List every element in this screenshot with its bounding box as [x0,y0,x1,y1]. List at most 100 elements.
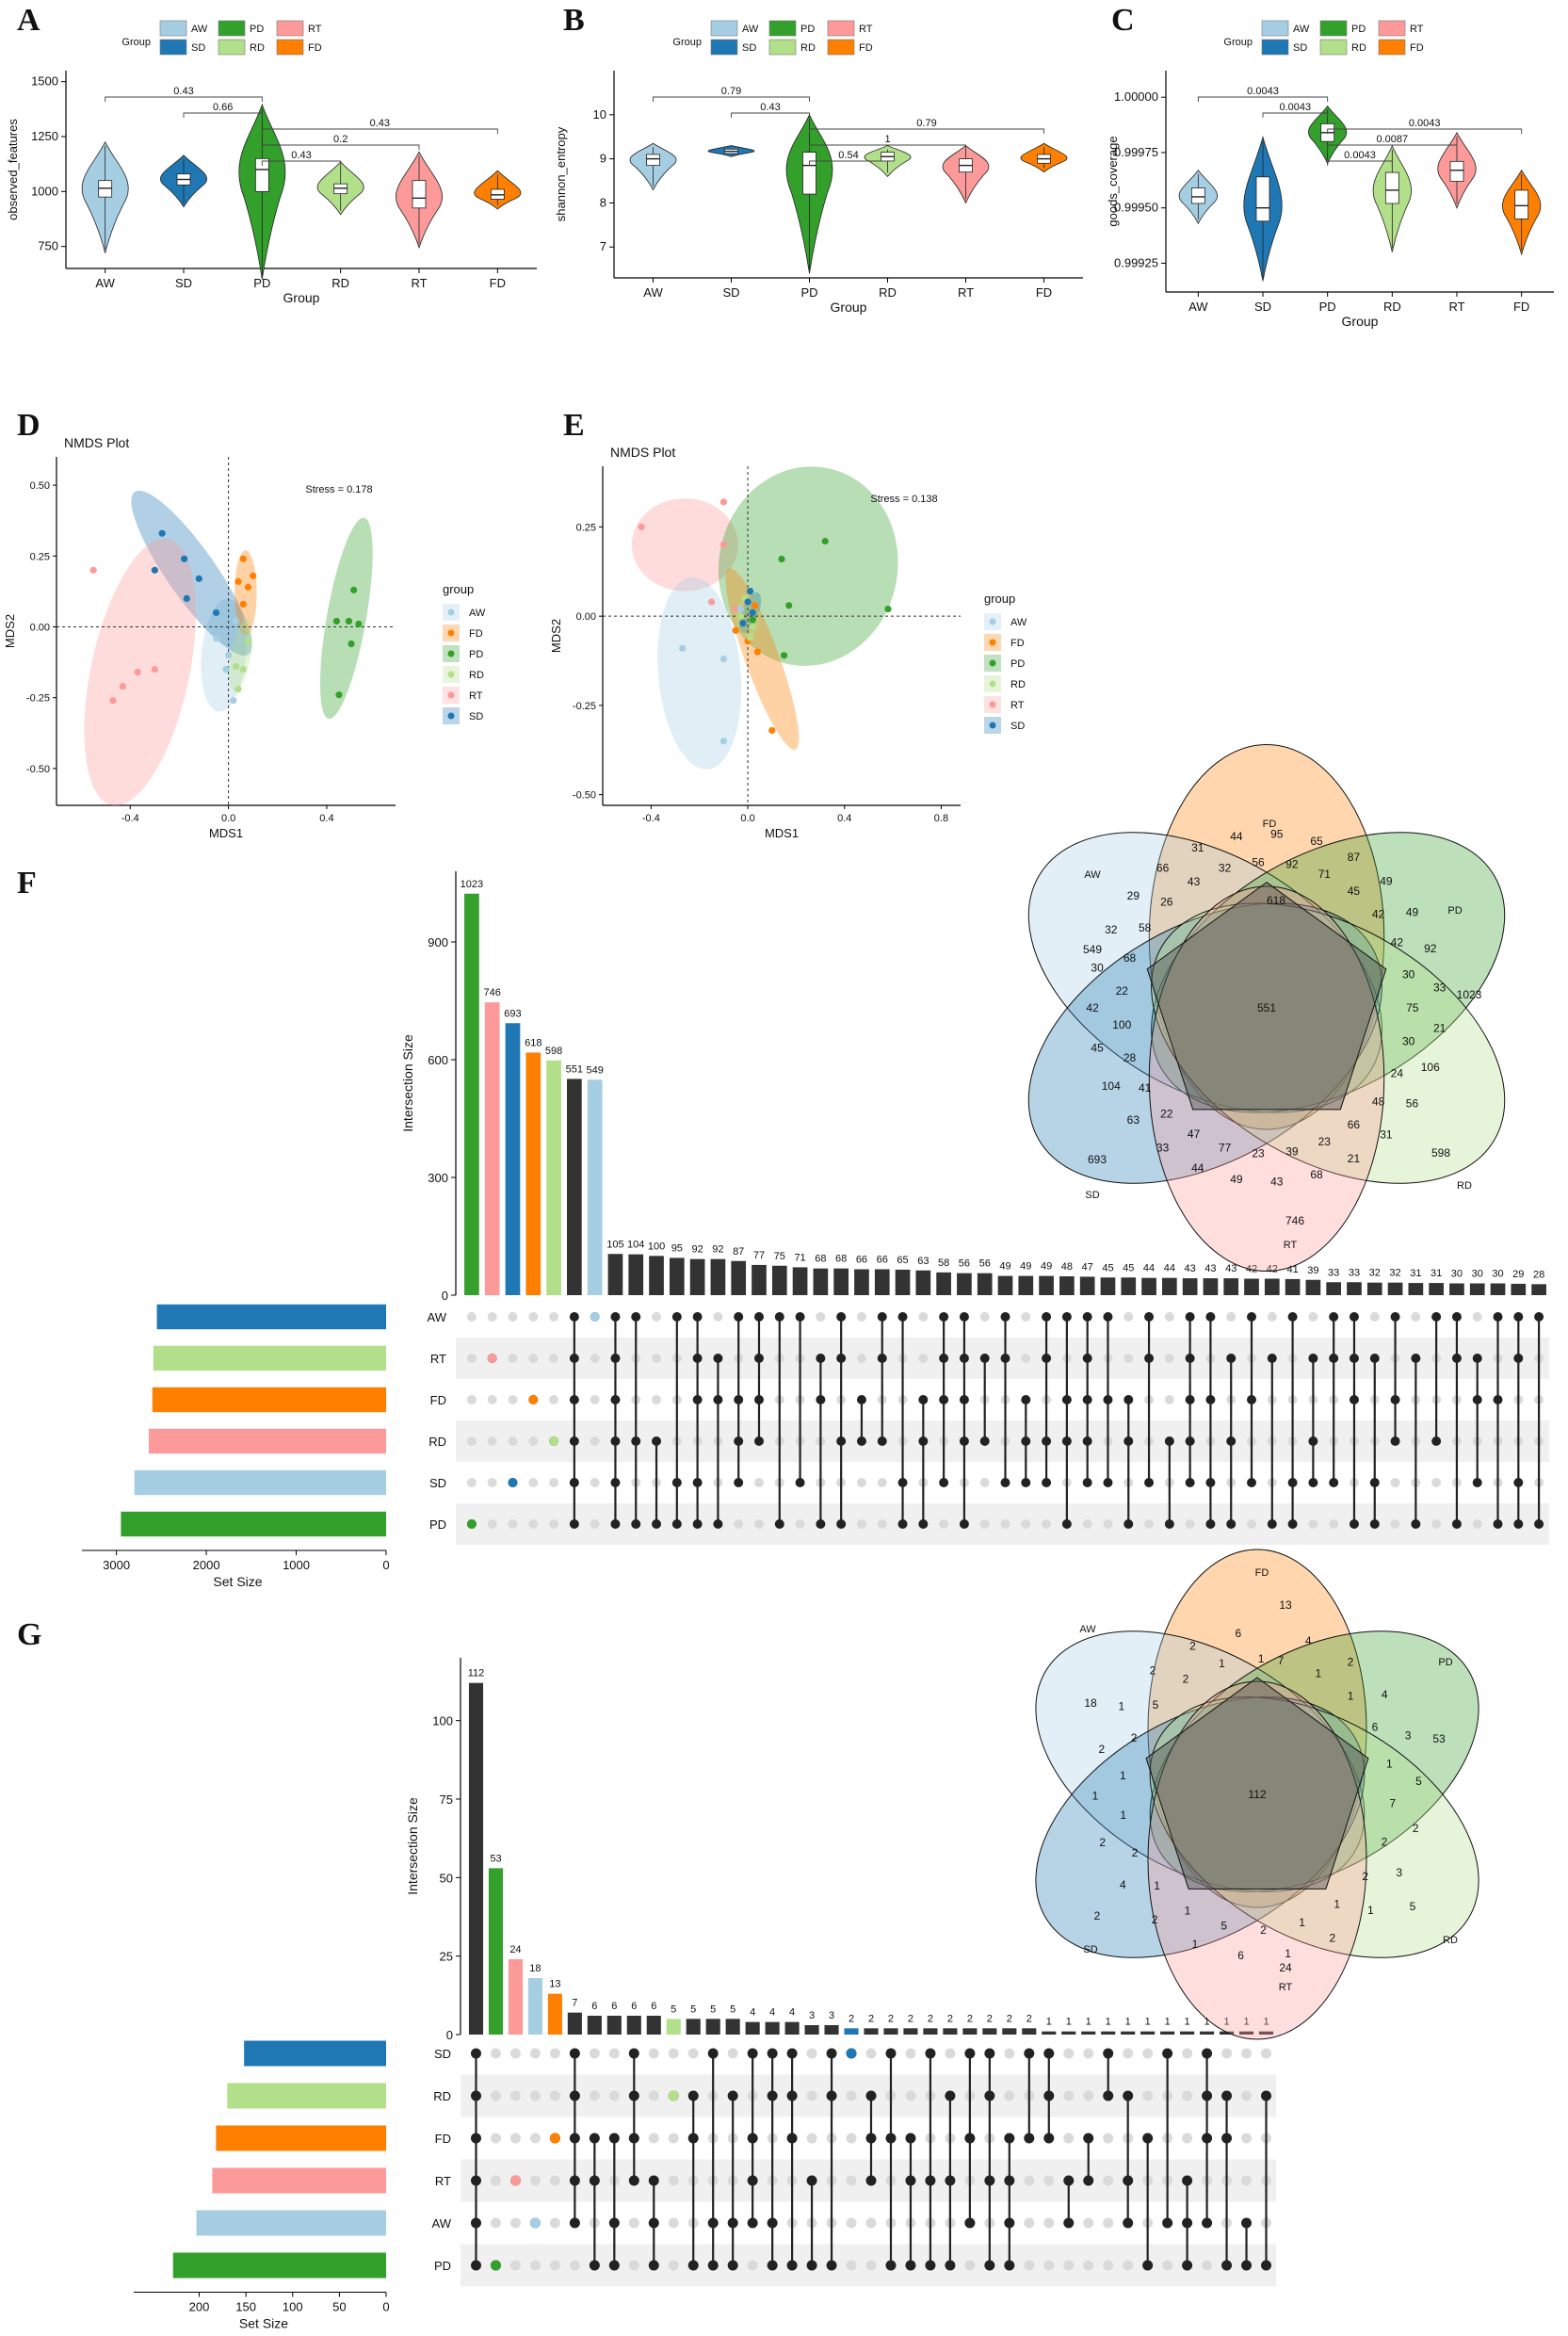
matrix-dot-off [528,1354,539,1363]
set-name-label: RD [428,1435,446,1449]
intersection-bar [468,1682,484,2035]
point-RD [736,612,744,620]
venn-region-count: 42 [1086,1001,1099,1014]
matrix-dot-off [964,2260,976,2271]
intersection-bar [527,1978,542,2035]
venn-region-count: 2 [1099,1743,1106,1756]
legend-label: SD [1010,721,1025,732]
point-PD [821,537,829,545]
bar-value-label: 5 [671,2003,676,2015]
intersection-bar [784,2021,800,2035]
y-tick-label: 75 [440,1793,453,1807]
matrix-dot-off [795,1519,805,1529]
matrix-dot-off [549,2260,560,2271]
x-axis-title: Group [831,300,867,315]
legend-key-RT [827,20,855,37]
point-RD [232,663,240,671]
legend-label: FD [308,42,322,54]
bar-value-label: 2 [987,2013,993,2024]
x-tick-label: -0.4 [121,813,139,824]
x-tick-label: RD [1383,300,1401,314]
matrix-dot-off [713,1312,723,1322]
point-AW [225,651,233,659]
sig-bracket [1327,128,1523,134]
matrix-dot-off [589,2048,600,2059]
point-FD [239,600,247,608]
legend-label: SD [191,42,205,54]
matrix-dot-off [508,1312,518,1322]
intersection-bar [1121,1277,1137,1295]
intersection-bar [731,1260,747,1295]
bar-value-label: 4 [789,2007,795,2019]
venn-set-0 [1147,1549,1367,1908]
point-RT [151,666,158,673]
intersection-bar [1387,1282,1403,1295]
legend-title: group [443,582,474,596]
point-FD [234,577,242,585]
venn-region-count: 2 [1413,1822,1419,1835]
matrix-dot-off [1164,1395,1174,1404]
intersection-bar [567,2012,582,2035]
y-tick-label: 9 [600,152,606,166]
venn-set-4 [1151,902,1506,1184]
venn-region-count: 1 [1386,1758,1393,1771]
matrix-dot-off [1185,1519,1195,1529]
intersection-bar [1081,2031,1096,2035]
matrix-dot-off [1021,1519,1031,1529]
y-tick-label: 10 [593,107,606,122]
p-value-label: 1 [884,134,890,145]
legend-key-FD [1378,39,1406,56]
p-value-label: 0.54 [838,150,858,161]
matrix-dot-off [1083,2217,1094,2229]
matrix-dot-off [1083,2090,1094,2101]
matrix-dot-off [727,2048,738,2059]
bar-value-label: 2 [1007,2013,1012,2024]
matrix-dot-off [549,1478,559,1487]
point-FD [753,648,761,656]
x-axis-title: MDS1 [765,826,799,840]
matrix-dot-off [490,2090,501,2101]
venn-region-count: 5 [1153,1698,1159,1711]
y-tick-label: 0.99925 [1114,255,1158,269]
venn-unique-count: 746 [1285,1214,1304,1227]
legend-key-SD [1261,39,1289,56]
p-value-label: 0.0043 [1247,86,1279,97]
venn-region-count: 4 [1120,1878,1126,1891]
legend-dot-SD [989,722,996,729]
venn-core-count: 551 [1257,1001,1276,1014]
venn-region-count: 92 [1285,858,1299,871]
matrix-dot-off [1083,2260,1094,2271]
venn-set-3 [1027,902,1382,1184]
intersection-bar [725,2019,740,2035]
point-PD [350,586,358,593]
venn-unique-count: 2 [1094,1909,1101,1922]
box [412,180,427,209]
intersection-bar [982,2028,997,2035]
legend-key-FD [827,39,855,56]
point-RT [134,669,141,676]
intersection-bar [1200,2031,1215,2035]
venn-region-count: 56 [1252,855,1265,868]
venn-region-count: 65 [1310,835,1323,848]
matrix-dot-colored [668,2090,679,2101]
venn-region-count: 63 [1127,1113,1140,1127]
p-value-label: 0.0087 [1377,134,1409,145]
venn-region-count: 5 [1220,1920,1227,1933]
intersection-bar [1039,1275,1054,1295]
venn-region-count: 49 [1406,905,1419,918]
venn-region-count: 31 [1191,841,1204,854]
venn-region-count: 1 [1367,1904,1374,1917]
sig-bracket [731,112,810,118]
bar-value-label: 30 [1472,1269,1483,1280]
matrix-dot-off [945,2048,956,2059]
bar-value-label: 68 [815,1254,826,1265]
matrix-dot-off [1103,2217,1114,2229]
matrix-dot-off [1308,1519,1318,1529]
matrix-dot-off [1123,2260,1134,2271]
intersection-bar [1408,1283,1424,1295]
matrix-dot-off [509,2133,521,2144]
matrix-dot-off [549,2175,560,2186]
matrix-dot-off [905,2048,916,2059]
matrix-dot-off [608,2048,620,2059]
intersection-bar [1220,2031,1235,2035]
